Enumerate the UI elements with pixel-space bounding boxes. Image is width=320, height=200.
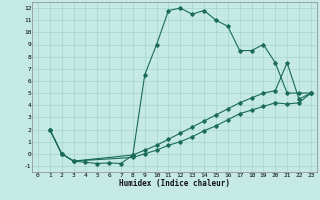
X-axis label: Humidex (Indice chaleur): Humidex (Indice chaleur) [119,179,230,188]
